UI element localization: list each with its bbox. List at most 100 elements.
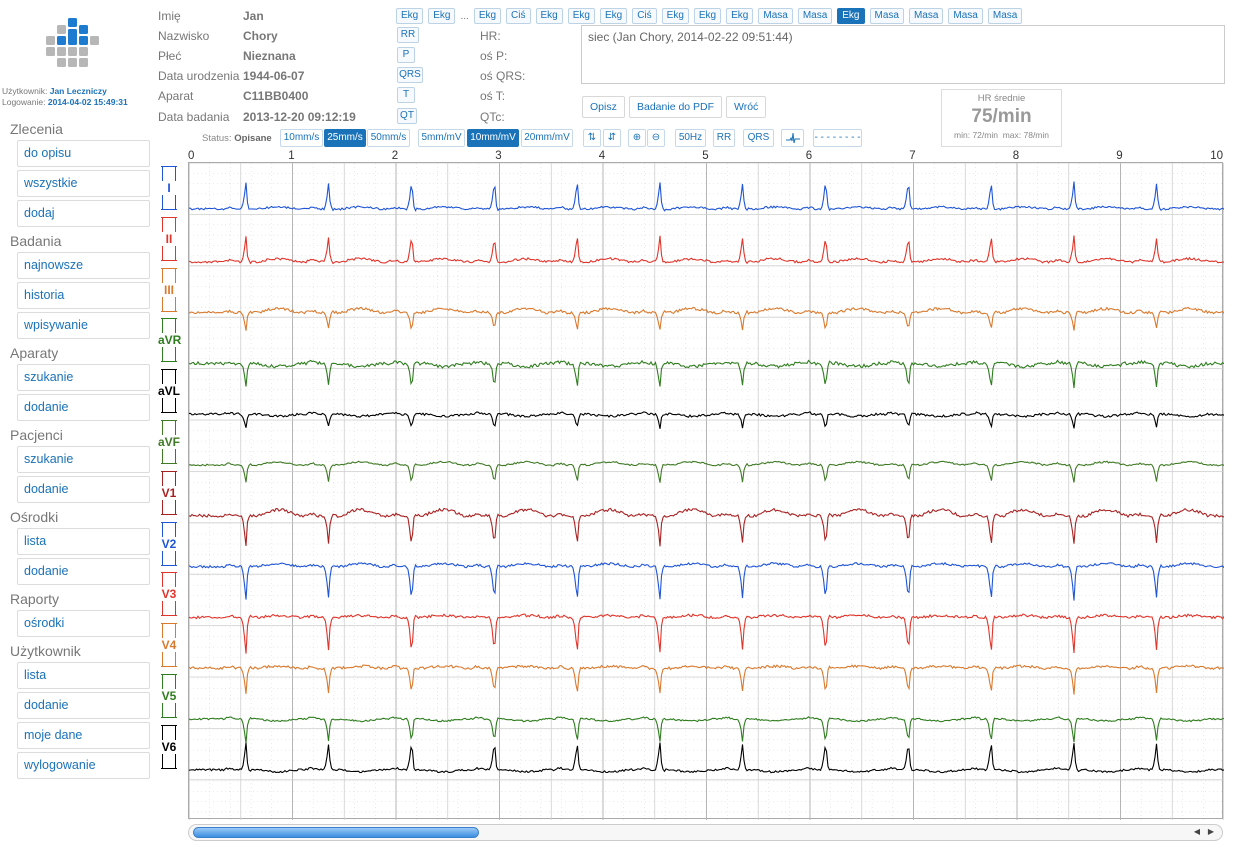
measure-label: oś QRS:	[480, 69, 526, 83]
lead-name: I	[158, 181, 180, 195]
patient-value: C11BB0400	[243, 89, 309, 103]
sidebar-item[interactable]: do opisu	[17, 140, 150, 167]
lead-name: V2	[158, 536, 180, 551]
line-style-button[interactable]: - - - - - - - -	[813, 129, 862, 147]
lead-name: III	[158, 282, 180, 297]
lead-label-v1: V1	[158, 470, 180, 515]
swap-up-down-icon[interactable]: ⇅	[583, 129, 601, 147]
comment-box[interactable]: siec (Jan Chory, 2014-02-22 09:51:44)	[581, 25, 1225, 84]
sidebar-item[interactable]: lista	[17, 662, 150, 689]
lead-name: V6	[158, 739, 180, 754]
measure-label: QTc:	[480, 110, 505, 124]
measure-button[interactable]: P	[397, 47, 415, 63]
hr-average-box: HR średnie 75/min min: 72/min max: 78/mi…	[941, 89, 1062, 147]
describe-button[interactable]: Opisz	[582, 96, 625, 118]
exam-tab[interactable]: Masa	[758, 8, 793, 24]
sidebar-item[interactable]: szukanie	[17, 364, 150, 391]
speed-25-button[interactable]: 25mm/s	[324, 129, 366, 147]
sidebar-item[interactable]: dodanie	[17, 394, 150, 421]
exam-tab[interactable]: Ciś	[506, 8, 531, 24]
gain-10-button[interactable]: 10mm/mV	[467, 129, 519, 147]
rr-tool-button[interactable]: RR	[713, 129, 735, 147]
sidebar-section-title: Ośrodki	[10, 509, 59, 525]
measure-button[interactable]: RR	[397, 27, 419, 43]
zoom-out-icon[interactable]: ⊖	[647, 129, 665, 147]
ecg-trace-avf	[189, 460, 1224, 483]
time-tick-label: 2	[391, 150, 399, 162]
lead-name: aVR	[158, 333, 182, 348]
patient-label: Data badania	[158, 110, 230, 124]
time-axis: 0 1 2 3 4 5 6 7 8 9 10	[188, 150, 1224, 164]
exam-tab[interactable]: Ekg	[661, 8, 689, 24]
lead-label-v2: V2	[158, 521, 180, 566]
exam-tab[interactable]: Ekg	[837, 8, 865, 24]
sidebar-item[interactable]: wylogowanie	[17, 752, 150, 779]
user-name: Jan Leczniczy	[49, 86, 107, 96]
ecg-trace-v3	[189, 613, 1224, 654]
lead-name: V4	[158, 638, 180, 653]
exam-tab[interactable]: Ekg	[473, 8, 502, 24]
ecg-trace-avr	[189, 359, 1224, 389]
user-info: Użytkownik: Jan Leczniczy	[2, 86, 107, 96]
user-label: Użytkownik:	[2, 86, 48, 96]
exam-tab[interactable]: Masa	[797, 8, 833, 24]
exam-tab[interactable]: Ekg	[535, 8, 563, 24]
hr-min-label: min:	[954, 130, 971, 140]
speed-50-button[interactable]: 50mm/s	[367, 129, 410, 147]
sidebar-item[interactable]: wszystkie	[17, 170, 150, 197]
qrs-tool-button[interactable]: QRS	[743, 129, 774, 147]
hr-max: 78/min	[1023, 130, 1049, 140]
measure-button[interactable]: QRS	[397, 67, 423, 83]
lead-name: aVF	[158, 435, 181, 449]
measure-button[interactable]: QT	[397, 108, 417, 124]
sidebar: Zlecenia do opisu wszystkie dodaj Badania naj…	[0, 118, 160, 782]
sidebar-section-title: Użytkownik	[10, 643, 81, 659]
exam-tab[interactable]: Ekg	[693, 8, 722, 24]
sidebar-item[interactable]: ośrodki	[17, 610, 150, 637]
sidebar-item[interactable]: dodaj	[17, 200, 150, 227]
sidebar-item[interactable]: moje dane	[17, 722, 150, 749]
zoom-in-icon[interactable]: ⊕	[628, 129, 646, 147]
sidebar-item[interactable]: historia	[17, 282, 150, 309]
filter-50hz-button[interactable]: 50Hz	[675, 129, 706, 147]
scrollbar-thumb[interactable]	[193, 827, 479, 838]
gain-5-button[interactable]: 5mm/mV	[418, 129, 465, 147]
pdf-button[interactable]: Badanie do PDF	[629, 96, 723, 118]
exam-tab[interactable]: Masa	[908, 8, 944, 24]
hr-value: 75/min	[971, 106, 1032, 127]
ecg-trace-ii	[189, 235, 1224, 265]
gain-20-button[interactable]: 20mm/mV	[521, 129, 573, 147]
beat-shape-icon[interactable]	[781, 129, 804, 147]
horizontal-scrollbar[interactable]: ◀ ▶	[188, 824, 1223, 841]
exam-tab[interactable]: Ekg	[396, 8, 424, 24]
measure-button[interactable]: T	[397, 87, 415, 103]
ecg-trace-v4	[189, 664, 1224, 695]
sidebar-item[interactable]: dodanie	[17, 692, 150, 719]
exam-tab[interactable]: Masa	[948, 8, 983, 24]
sidebar-section-title: Badania	[10, 233, 62, 249]
swap-leads-icon[interactable]: ⇵	[603, 129, 621, 147]
speed-10-button[interactable]: 10mm/s	[280, 129, 323, 147]
exam-tabs: Ekg Ekg... Ekg Ciś Ekg Ekg Ekg Ciś Ekg Ekg Ekg Masa…	[396, 8, 1023, 24]
exam-tab[interactable]: Masa	[869, 8, 904, 24]
sidebar-item[interactable]: najnowsze	[17, 252, 150, 279]
sidebar-item[interactable]: szukanie	[17, 446, 150, 473]
exam-tab[interactable]: Ekg	[567, 8, 595, 24]
lead-name: V3	[158, 587, 180, 602]
exam-tab[interactable]: Masa	[987, 8, 1023, 24]
scroll-left-icon[interactable]: ◀	[1193, 827, 1200, 836]
sidebar-item[interactable]: dodanie	[17, 476, 150, 503]
lead-label-i: I	[158, 166, 180, 210]
exam-tab[interactable]: Ciś	[632, 8, 657, 24]
sidebar-item[interactable]: dodanie	[17, 558, 150, 585]
exam-tab[interactable]: Ekg	[726, 8, 754, 24]
back-button[interactable]: Wróć	[726, 96, 767, 118]
lead-label-ii: II	[158, 216, 180, 261]
sidebar-item[interactable]: lista	[17, 528, 150, 555]
exam-tab[interactable]: Ekg	[599, 8, 628, 24]
sidebar-item[interactable]: wpisywanie	[17, 312, 150, 339]
time-tick-label: 3	[495, 150, 502, 162]
scroll-right-icon[interactable]: ▶	[1207, 827, 1214, 836]
exam-tab[interactable]: Ekg	[428, 8, 456, 24]
time-tick-label: 10	[1210, 150, 1223, 162]
